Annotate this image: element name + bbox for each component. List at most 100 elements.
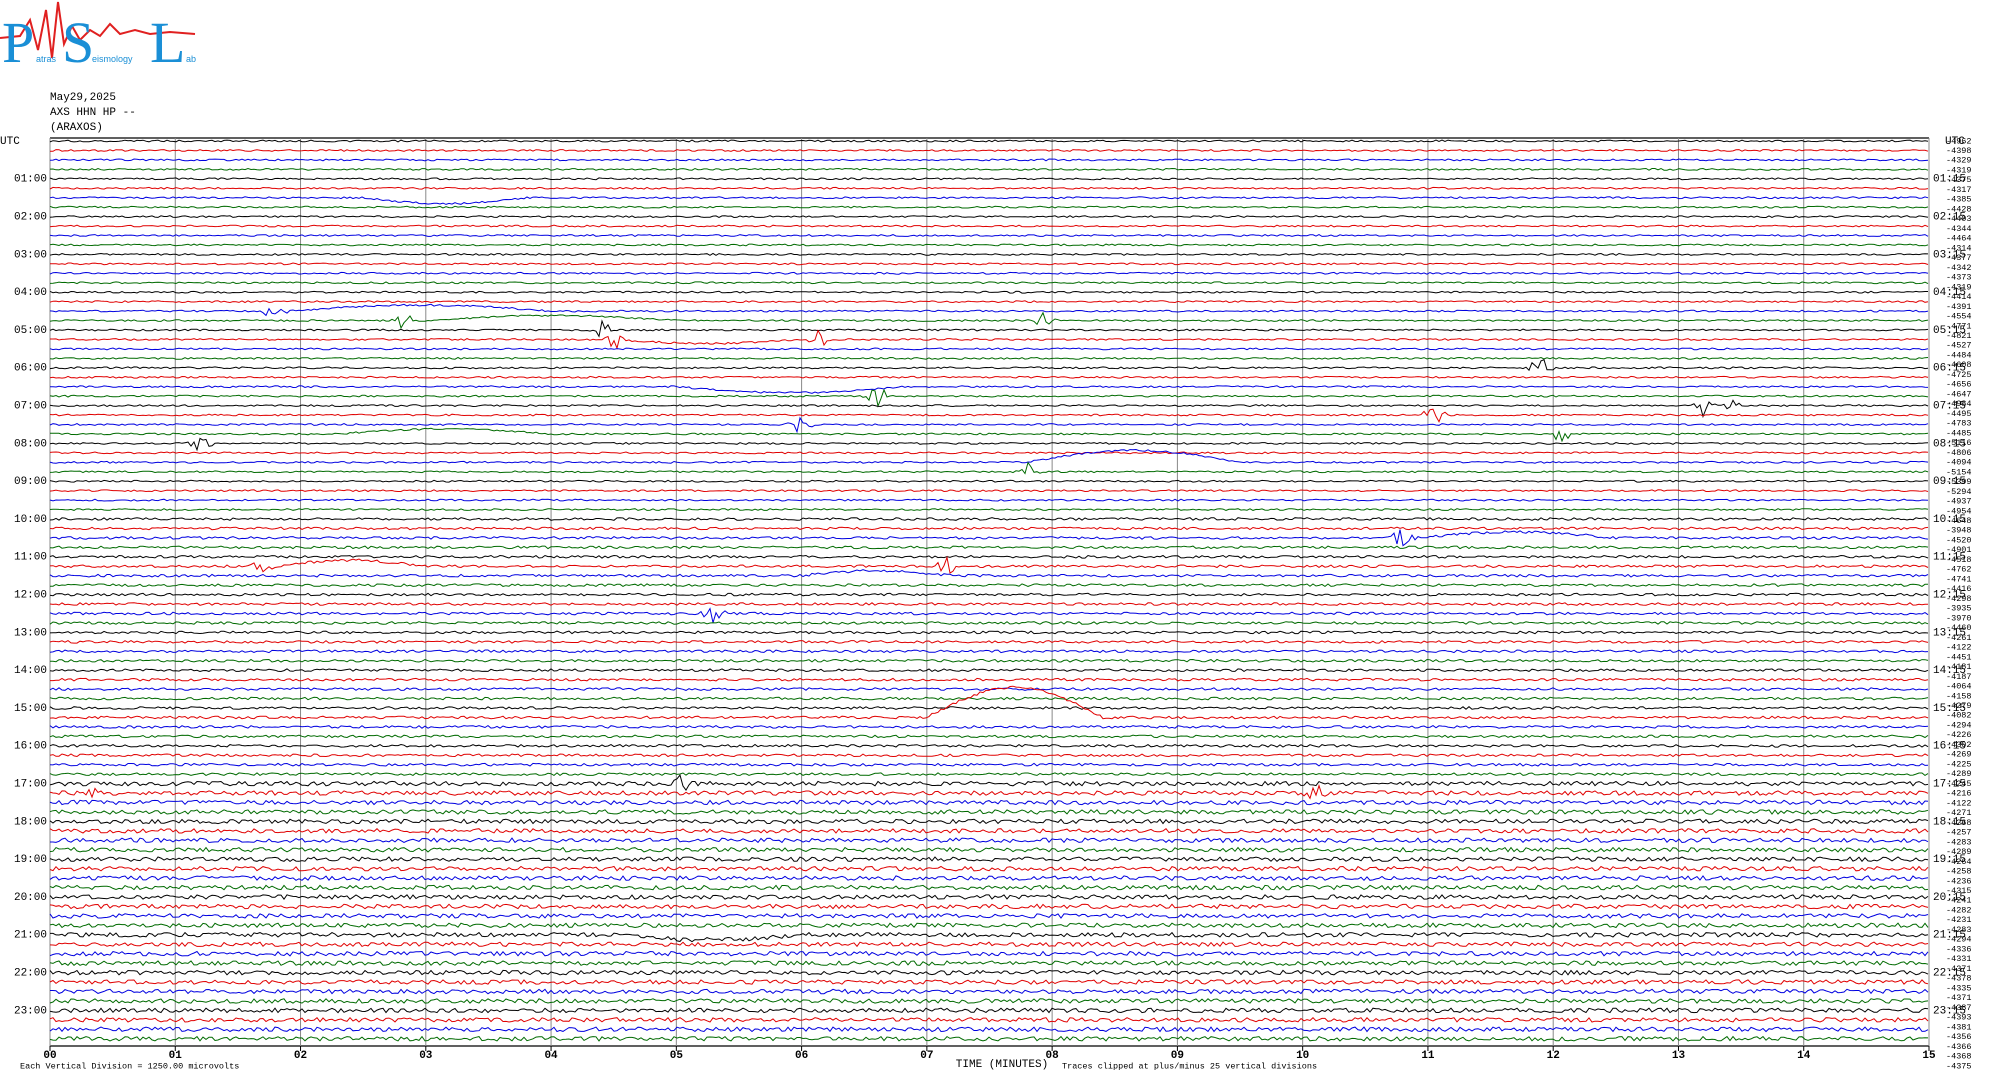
trace-offset: -4317 [1946,185,1972,195]
trace-offset: -4464 [1946,234,1972,244]
trace-offset: -5116 [1946,438,1972,448]
trace [49,158,1929,162]
hour-label-left: 05:00 [14,325,47,337]
trace [49,416,1929,434]
trace-offset: -4225 [1946,759,1972,769]
trace [49,451,1929,455]
trace-offset: -4901 [1946,545,1972,555]
hour-label-left: 07:00 [14,401,47,413]
trace-offset: -4241 [1946,896,1972,906]
trace-offset: -4378 [1946,974,1972,984]
logo-word: atras [36,54,57,64]
hour-label-left: 13:00 [14,627,47,639]
hour-label-left: 16:00 [14,741,47,753]
hour-label-right: 12:15 [1933,590,1966,602]
trace [49,300,1929,304]
hour-label-left: 17:00 [14,779,47,791]
trace-offset: -4289 [1946,769,1972,779]
trace [49,529,1929,547]
trace [49,234,1929,237]
trace-offset: -4518 [1946,555,1972,565]
trace-offset: -4368 [1946,1052,1972,1062]
trace-offset: -4319 [1946,282,1972,292]
trace [49,215,1929,219]
hour-label-left: 01:00 [14,174,47,186]
trace-offset: -4344 [1946,224,1972,234]
trace [49,461,1929,475]
trace-offset: -4319 [1946,165,1972,175]
trace [49,865,1929,872]
hour-label-left: 20:00 [14,892,47,904]
hour-label-left: 14:00 [14,665,47,677]
x-tick-label: 11 [1421,1050,1435,1062]
trace-offset: -4520 [1946,535,1972,545]
trace-offset: -3935 [1946,604,1972,614]
trace-offset: -4371 [1946,993,1972,1003]
trace [50,931,1929,943]
trace [49,607,1929,623]
trace-offset: -4428 [1946,204,1972,214]
trace-offset: -4122 [1946,643,1972,653]
trace [49,1026,1929,1033]
trace-offset: -4984 [1946,399,1972,409]
trace [49,388,1929,408]
trace [49,762,1929,767]
trace-offset: -4158 [1946,691,1972,701]
trace [49,319,1929,338]
trace-offset: -4269 [1946,750,1972,760]
trace-offset: -4771 [1946,321,1972,331]
trace [50,329,1929,350]
trace-offset: -4268 [1946,818,1972,828]
trace-offset: -4371 [1946,964,1972,974]
trace-offset: -4416 [1946,584,1972,594]
trace [49,621,1929,625]
trace [49,772,1929,777]
trace-offset: -4082 [1946,711,1972,721]
hour-label-right: 21:15 [1933,930,1966,942]
hour-label-right: 04:15 [1933,287,1966,299]
trace [49,408,1929,423]
hour-label-right: 10:15 [1933,514,1966,526]
trace-offset: -5154 [1946,467,1972,477]
trace-offset: -4495 [1946,409,1972,419]
trace-offset: -4648 [1946,516,1972,526]
trace-offset: -4335 [1946,983,1972,993]
trace [49,818,1929,825]
trace-offset: -4608 [1946,360,1972,370]
trace [49,706,1929,710]
x-tick-label: 10 [1296,1050,1309,1062]
trace [49,687,1929,692]
trace-offset: -4656 [1946,380,1972,390]
hour-label-right: 20:15 [1933,892,1966,904]
trace [49,602,1929,606]
trace [49,281,1929,285]
hour-label-right: 22:15 [1933,968,1966,980]
hour-label-right: 05:15 [1933,325,1966,337]
trace [50,427,1929,443]
hour-label-right: 01:15 [1933,174,1966,186]
trace [49,555,1929,574]
trace [49,884,1929,891]
trace-offset: -4231 [1946,915,1972,925]
trace-offset: -4236 [1946,876,1972,886]
trace [49,479,1929,483]
trace-offset: -4314 [1946,243,1972,253]
trace [49,356,1929,360]
trace [49,846,1929,853]
trace [49,774,1929,792]
trace-offset: -4216 [1946,789,1972,799]
trace-offset: -4484 [1946,350,1972,360]
trace-offset: -4527 [1946,341,1972,351]
trace-offset: -4226 [1946,730,1972,740]
trace [49,592,1929,597]
trace-offset: -4289 [1946,847,1972,857]
hour-label-left: 23:00 [14,1005,47,1017]
trace-offset: -4294 [1946,720,1972,730]
logo-word: ab [186,54,196,64]
hour-label-left: 03:00 [14,249,47,261]
trace-offset: -4181 [1946,662,1972,672]
trace-offset: -4283 [1946,837,1972,847]
trace [49,489,1929,493]
trace-offset: -4315 [1946,886,1972,896]
hour-label-left: 12:00 [14,590,47,602]
